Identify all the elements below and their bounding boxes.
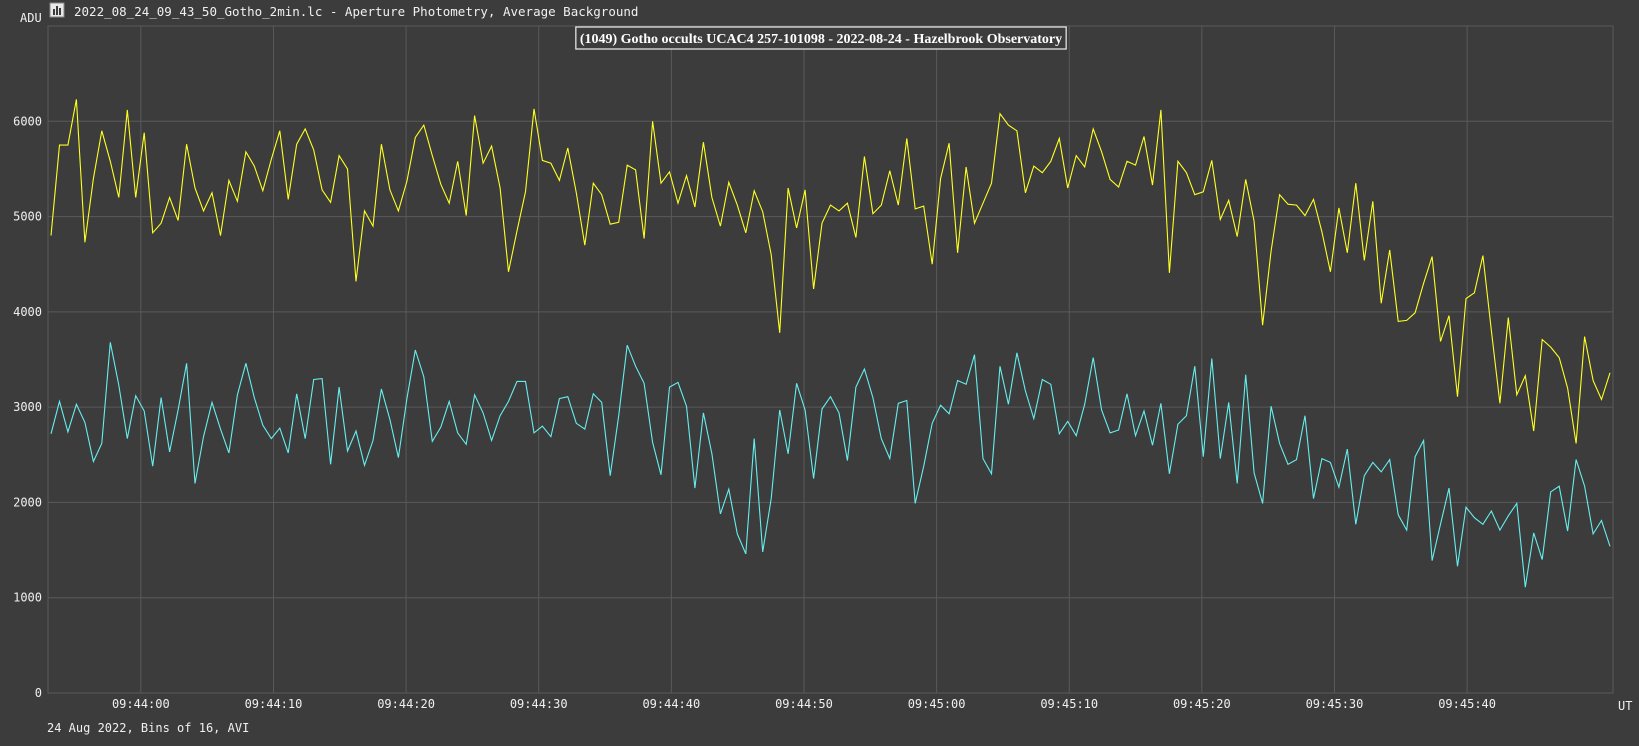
series-line-comparison [50,342,1611,588]
x-tick-label: 09:45:00 [908,697,966,711]
y-tick-label: 6000 [13,114,42,128]
window-title: 2022_08_24_09_43_50_Gotho_2min.lc - Aper… [74,4,638,19]
series-line-target [50,99,1611,444]
x-tick-label: 09:45:10 [1040,697,1098,711]
y-axis-label: ADU [20,11,42,25]
x-tick-label: 09:45:20 [1173,697,1231,711]
y-tick-label: 2000 [13,495,42,509]
x-tick-label: 09:44:50 [775,697,833,711]
x-tick-labels: 09:44:00 09:44:10 09:44:20 09:44:30 09:44:40… [112,697,1496,711]
chart-title-border [575,26,1067,50]
y-tick-label: 4000 [13,305,42,319]
chart-title-box: (1049) Gotho occults UCAC4 257-101098 - … [575,26,1067,50]
y-tick-labels: 0 1000 2000 3000 4000 5000 6000 [13,114,42,700]
x-tick-label: 09:44:00 [112,697,170,711]
window-title-bar: 2022_08_24_09_43_50_Gotho_2min.lc - Aper… [49,2,638,19]
y-tick-label: 1000 [13,591,42,605]
y-tick-label: 3000 [13,400,42,414]
lightcurve-app-icon [49,2,65,18]
y-tick-label: 5000 [13,210,42,224]
x-tick-label: 09:44:30 [510,697,568,711]
series-lines [50,99,1611,588]
x-axis-label: UT [1618,699,1632,713]
x-tick-label: 09:44:10 [245,697,303,711]
chart-footer: 24 Aug 2022, Bins of 16, AVI [47,721,249,735]
x-tick-label: 09:44:20 [377,697,435,711]
x-tick-label: 09:45:40 [1438,697,1496,711]
x-tick-label: 09:45:30 [1306,697,1364,711]
chart-title: (1049) Gotho occults UCAC4 257-101098 - … [580,32,1062,47]
x-tick-label: 09:44:40 [642,697,700,711]
y-tick-label: 0 [35,686,42,700]
